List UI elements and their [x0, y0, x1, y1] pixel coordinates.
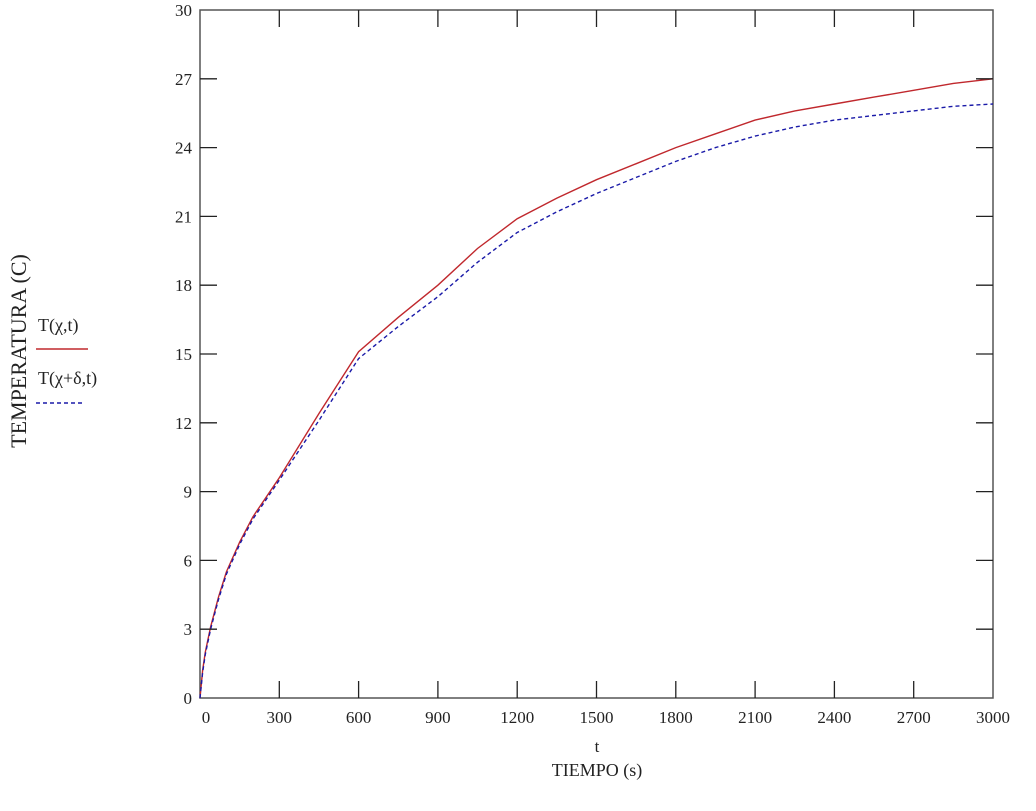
y-axis-title: TEMPERATURA (C): [6, 254, 31, 448]
x-tick-label: 600: [346, 708, 372, 727]
y-tick-label: 12: [175, 414, 192, 433]
plot-area: [199, 9, 994, 699]
y-tick-label: 3: [184, 620, 193, 639]
x-tick-label: 3000: [976, 708, 1010, 727]
x-tick-label: 1500: [580, 708, 614, 727]
y-tick-label: 24: [175, 139, 193, 158]
x-tick-label: 2700: [897, 708, 931, 727]
series-line-2: [199, 103, 994, 699]
x-tick-label: 2400: [817, 708, 851, 727]
y-tick-label: 15: [175, 345, 192, 364]
plot-border: [199, 9, 994, 699]
y-tick-label: 9: [184, 483, 193, 502]
x-tick-label: 1800: [659, 708, 693, 727]
legend-label-series-2: T(χ+δ,t): [38, 368, 97, 389]
x-tick-label: 0: [202, 708, 211, 727]
x-tick-label: 2100: [738, 708, 772, 727]
y-tick-label: 27: [175, 70, 193, 89]
y-tick-label: 21: [175, 207, 192, 226]
x-tick-label: 300: [267, 708, 293, 727]
legend-label-series-1: T(χ,t): [38, 315, 78, 336]
series-layer: [199, 78, 994, 699]
y-tick-label: 0: [184, 689, 193, 708]
x-axis-title: TIEMPO (s): [552, 760, 643, 781]
x-tick-label: 1200: [500, 708, 534, 727]
y-tick-label: 18: [175, 276, 192, 295]
x-axis-variable: t: [595, 737, 600, 756]
x-tick-label: 900: [425, 708, 451, 727]
y-tick-label: 30: [175, 1, 192, 20]
legend: T(χ,t) T(χ+δ,t): [36, 315, 97, 404]
y-tick-label: 6: [184, 551, 193, 570]
axis-ticks: 0 300 600 900 1200 1500 1800 2100 2400 2700 3000 0 3…: [175, 1, 1010, 727]
series-line-1: [199, 78, 994, 699]
